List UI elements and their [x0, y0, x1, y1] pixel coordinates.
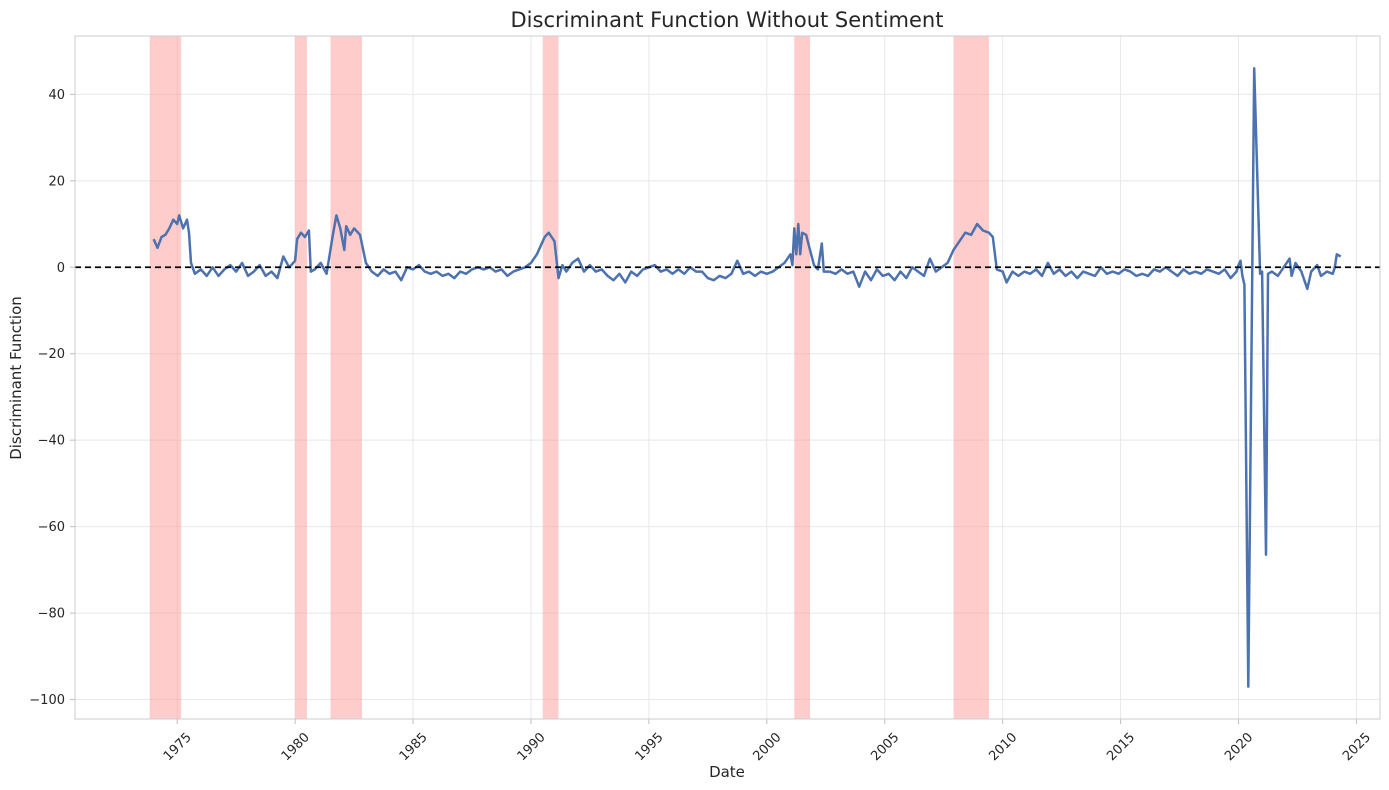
recession-band: [794, 36, 811, 719]
series-line: [152, 67, 1342, 688]
plot-frame: [74, 35, 1381, 720]
x-axis-label: Date: [709, 763, 745, 781]
plot-area: 1975 1980 1985 1990 1995 2000 2005 2010 2015 2020…: [29, 35, 1381, 764]
recession-band: [330, 36, 362, 719]
y-tick-label: 0: [57, 261, 65, 276]
y-tick-label: −40: [38, 434, 65, 449]
recession-band: [149, 36, 182, 719]
y-tick-label: −20: [38, 347, 65, 362]
y-tick-label: −80: [38, 607, 65, 622]
recession-band: [295, 36, 307, 719]
y-tick-label: 40: [48, 88, 65, 103]
chart-title: Discriminant Function Without Sentiment: [511, 8, 944, 32]
y-tick-label: 20: [48, 174, 65, 189]
y-tick-label: −100: [29, 693, 65, 708]
y-tick-label: −60: [38, 520, 65, 535]
recession-band: [542, 36, 559, 719]
y-axis-label: Discriminant Function: [7, 296, 25, 460]
recession-band: [953, 36, 989, 719]
